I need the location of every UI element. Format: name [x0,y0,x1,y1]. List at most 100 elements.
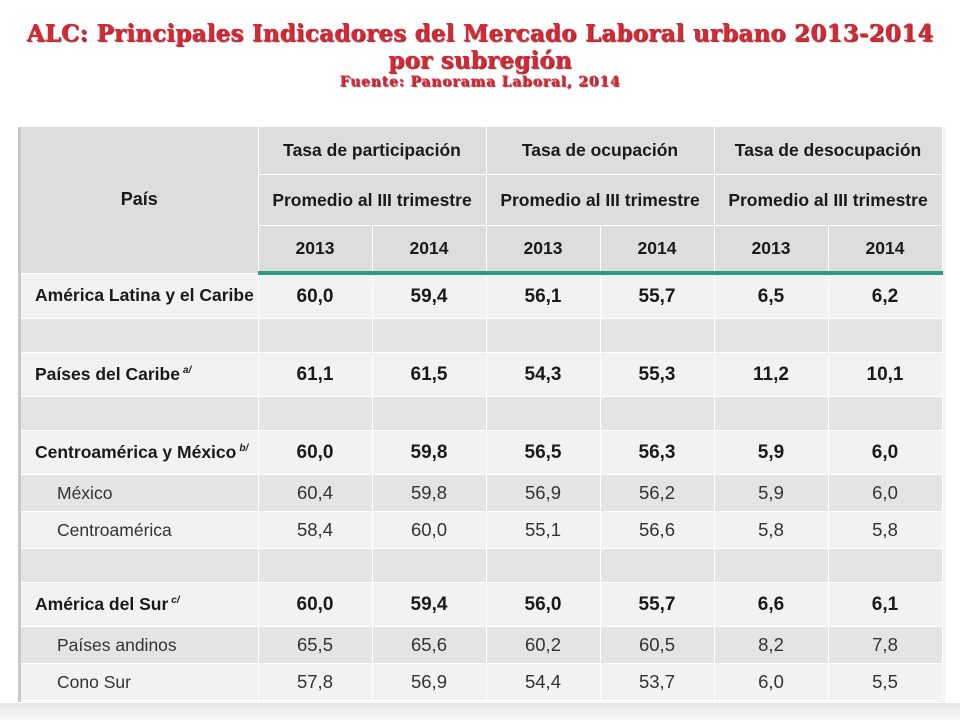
indicators-table-panel: País Tasa de participación Tasa de ocupa… [18,127,945,702]
header-year: 2013 [486,225,601,275]
value-cell: 65,5 [258,626,373,664]
value-cell: 61,1 [258,352,373,397]
table-row: Países andinos 65,5 65,6 60,2 60,5 8,2 7,8 [21,626,943,664]
value-cell: 54,4 [486,663,601,701]
value-cell: 56,5 [486,430,601,475]
value-cell: 11,2 [714,352,829,397]
value-cell: 10,1 [828,352,943,397]
value-cell: 5,9 [714,474,829,512]
value-cell: 8,2 [714,626,829,664]
row-label-cell: México [21,474,259,512]
row-label: Cono Sur [57,671,131,692]
value-cell: 55,7 [600,582,715,627]
row-label: América Latina y el Caribe [35,285,254,306]
header-year: 2014 [372,225,487,275]
value-cell: 6,6 [714,582,829,627]
value-cell: 59,4 [372,273,487,319]
value-cell: 56,0 [486,582,601,627]
spacer-row [21,396,943,431]
spacer-row [21,548,943,583]
row-label-cell: América Latina y el Caribe [21,273,259,319]
value-cell: 5,5 [828,663,943,701]
value-cell: 54,3 [486,352,601,397]
header-year: 2014 [600,225,715,275]
row-label-cell: Países del Caribe a/ [21,352,259,397]
value-cell: 56,9 [486,474,601,512]
header-year: 2014 [828,225,943,275]
header-group-desocupacion: Tasa de desocupación [714,127,943,175]
value-cell: 55,3 [600,352,715,397]
header-year: 2013 [258,225,373,275]
row-label-cell: Países andinos [21,626,259,664]
value-cell: 55,7 [600,273,715,319]
value-cell: 60,5 [600,626,715,664]
row-label: Países del Caribe [35,364,180,384]
value-cell: 6,0 [828,474,943,512]
spacer-row [21,318,943,353]
bottom-shadow [0,703,960,720]
header-subheader: Promedio al III trimestre [486,174,715,226]
value-cell: 53,7 [600,663,715,701]
row-label: América del Sur [35,594,169,614]
value-cell: 56,2 [600,474,715,512]
header-row-subheaders: Promedio al III trimestre Promedio al II… [21,174,943,226]
value-cell: 60,0 [258,430,373,475]
row-label-cell: Centroamérica [21,511,259,549]
value-cell: 5,8 [714,511,829,549]
table-row: América Latina y el Caribe 60,0 59,4 56,1 55… [21,273,943,319]
value-cell: 6,0 [714,663,829,701]
table-row: Países del Caribe a/61,1 61,5 54,3 55,3 11,2 1… [21,352,943,397]
header-row-groups: País Tasa de participación Tasa de ocupa… [21,127,943,274]
value-cell: 60,0 [258,582,373,627]
row-footnote-marker: c/ [171,595,180,606]
value-cell: 6,2 [828,273,943,319]
value-cell: 56,3 [600,430,715,475]
value-cell: 60,4 [258,474,373,512]
table-row: Cono Sur 57,8 56,9 54,4 53,7 6,0 5,5 [21,663,943,701]
table-row: Centroamérica y México b/60,0 59,8 56,5 56,3… [21,430,943,475]
header-subheader: Promedio al III trimestre [714,174,943,226]
slide-title: ALC: Principales Indicadores del Mercado… [26,20,934,47]
value-cell: 5,9 [714,430,829,475]
value-cell: 60,2 [486,626,601,664]
value-cell: 6,5 [714,273,829,319]
row-footnote-marker: b/ [239,443,249,454]
value-cell: 59,8 [372,430,487,475]
row-label: Centroamérica [57,519,172,540]
indicators-table: País Tasa de participación Tasa de ocupa… [21,127,943,701]
table-row: América del Sur c/60,0 59,4 56,0 55,7 6,6 6,1 [21,582,943,627]
value-cell: 57,8 [258,663,373,701]
header-pais: País [21,127,259,274]
value-cell: 59,8 [372,474,487,512]
slide-source: Fuente: Panorama Laboral, 2014 [339,74,621,90]
header-year: 2013 [714,225,829,275]
header-group-participacion: Tasa de participación [258,127,487,175]
row-label: México [57,482,113,503]
value-cell: 56,1 [486,273,601,319]
row-label-cell: América del Sur c/ [21,582,259,627]
header-row-years: 2013 2014 2013 2014 2013 2014 [21,225,943,275]
value-cell: 65,6 [372,626,487,664]
value-cell: 60,0 [258,273,373,319]
value-cell: 6,0 [828,430,943,475]
slide-title-line2: por subregión [388,47,572,74]
table-row: México 60,4 59,8 56,9 56,2 5,9 6,0 [21,474,943,512]
row-label-cell: Centroamérica y México b/ [21,430,259,475]
row-label: Centroamérica y México [35,442,237,462]
value-cell: 61,5 [372,352,487,397]
value-cell: 7,8 [828,626,943,664]
table-row: Centroamérica 58,4 60,0 55,1 56,6 5,8 5,8 [21,511,943,549]
row-label: Países andinos [57,634,177,655]
header-group-ocupacion: Tasa de ocupación [486,127,715,175]
value-cell: 59,4 [372,582,487,627]
header-subheader: Promedio al III trimestre [258,174,487,226]
value-cell: 6,1 [828,582,943,627]
value-cell: 56,6 [600,511,715,549]
row-footnote-marker: a/ [182,365,192,376]
slide-title-block: ALC: Principales Indicadores del Mercado… [0,20,960,90]
value-cell: 60,0 [372,511,487,549]
row-label-cell: Cono Sur [21,663,259,701]
value-cell: 55,1 [486,511,601,549]
value-cell: 58,4 [258,511,373,549]
value-cell: 56,9 [372,663,487,701]
